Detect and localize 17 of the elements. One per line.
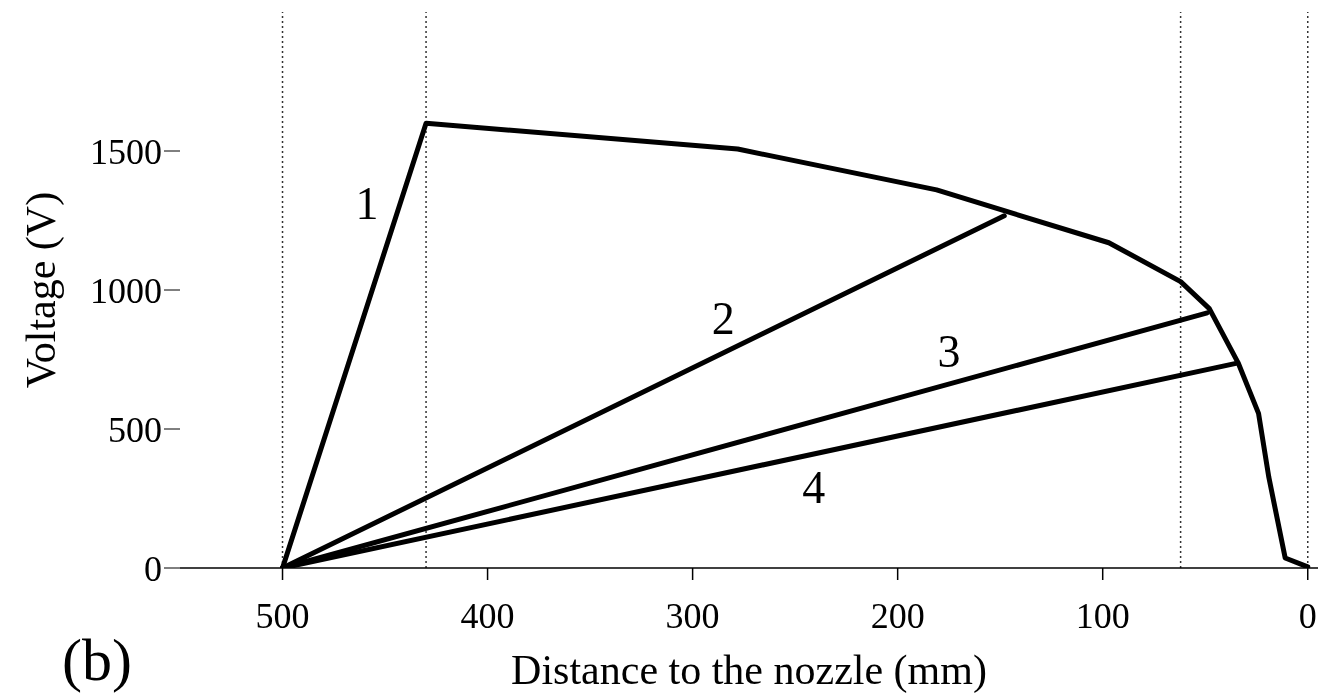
y-tick-label: 500 — [108, 409, 162, 450]
series-label: 1 — [355, 177, 379, 229]
y-axis-title: Voltage (V) — [17, 191, 65, 389]
series-label: 2 — [711, 292, 735, 344]
y-tick-label: 1500 — [90, 131, 162, 172]
x-tick-label: 100 — [1075, 595, 1130, 636]
x-tick-label: 0 — [1298, 595, 1317, 636]
x-tick-label: 300 — [665, 595, 720, 636]
y-tick-label: 0 — [144, 548, 162, 589]
text: (b) — [62, 626, 132, 695]
series-label: 3 — [937, 326, 961, 378]
x-axis-title: Distance to the nozzle (mm) — [511, 647, 987, 694]
x-tick-label: 200 — [870, 595, 925, 636]
x-tick-label: 400 — [460, 595, 515, 636]
y-tick-label: 1000 — [90, 270, 162, 311]
series-label: 4 — [802, 462, 826, 514]
x-tick-label: 500 — [255, 595, 310, 636]
